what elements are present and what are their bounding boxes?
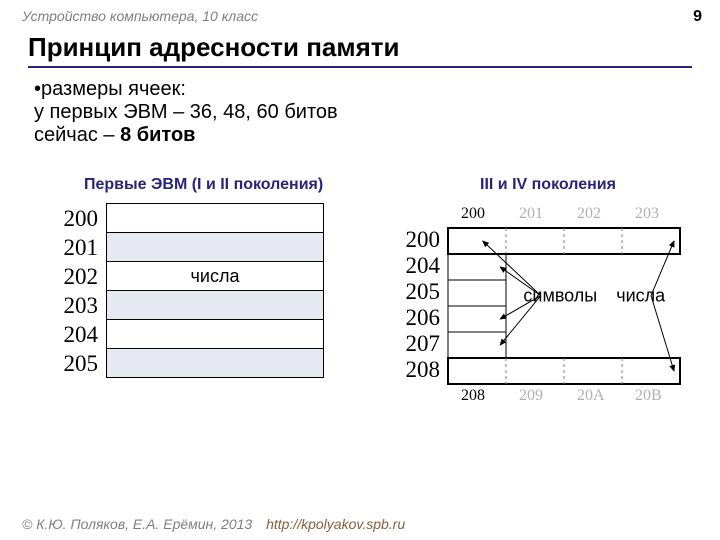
left-cell-label: числа — [107, 262, 323, 290]
right-row-address: 200 — [406, 227, 441, 252]
right-row-address: 205 — [406, 279, 441, 304]
right-diagram: 20020120220320020420520620720820820920A2… — [396, 204, 706, 449]
left-row-address: 201 — [50, 235, 106, 261]
left-row: 201 — [50, 233, 324, 262]
right-row-address: 207 — [406, 331, 441, 356]
bullet-line1: •размеры ячеек: — [34, 78, 338, 101]
left-row: 204 — [50, 320, 324, 349]
byte-cell — [448, 254, 506, 280]
page-title: Принцип адресности памяти — [28, 32, 400, 63]
right-row-address: 208 — [406, 357, 441, 382]
top-sublabel: 201 — [519, 205, 543, 222]
left-row: 203 — [50, 291, 324, 320]
bottom-sublabel: 209 — [519, 387, 543, 404]
bullet-line3-bold: 8 битов — [120, 124, 195, 146]
left-row-address: 200 — [50, 206, 106, 232]
bullet-line2: у первых ЭВМ – 36, 48, 60 битов — [34, 101, 338, 124]
footer-link[interactable]: http://kpolyakov.spb.ru — [266, 516, 405, 532]
footer-copyright: © К.Ю. Поляков, Е.А. Ерёмин, 2013 — [22, 516, 252, 532]
bullet-line3-prefix: сейчас – — [34, 124, 120, 146]
right-heading: III и IV поколения — [480, 176, 616, 194]
right-row-address: 204 — [406, 253, 441, 278]
left-row-address: 204 — [50, 322, 106, 348]
top-sublabel: 203 — [635, 205, 659, 222]
left-diagram: 200201202числа203204205 — [50, 204, 324, 378]
byte-cell — [448, 280, 506, 306]
bottom-sublabel: 20B — [635, 387, 662, 404]
byte-cell — [448, 332, 506, 358]
left-row-address: 202 — [50, 264, 106, 290]
bottom-sublabel: 20A — [577, 387, 605, 404]
title-underline — [28, 66, 692, 68]
left-cell — [106, 232, 324, 262]
numbers-label: числа — [616, 286, 666, 306]
left-row-address: 203 — [50, 293, 106, 319]
bullet-block: •размеры ячеек: у первых ЭВМ – 36, 48, 6… — [34, 78, 338, 147]
left-cell: числа — [106, 261, 324, 291]
left-heading: Первые ЭВМ (I и II поколения) — [84, 176, 323, 194]
left-cell — [106, 348, 324, 378]
arrow-symbol — [483, 241, 541, 296]
left-row: 200 — [50, 204, 324, 233]
left-row: 202числа — [50, 262, 324, 291]
footer: © К.Ю. Поляков, Е.А. Ерёмин, 2013 http:/… — [22, 516, 405, 532]
top-sublabel: 200 — [461, 205, 485, 222]
left-row: 205 — [50, 349, 324, 378]
bottom-sublabel: 208 — [461, 387, 485, 404]
bullet-line3: сейчас – 8 битов — [34, 124, 338, 147]
left-cell — [106, 290, 324, 320]
right-row-address: 206 — [406, 305, 441, 330]
page-number: 9 — [693, 8, 702, 26]
right-svg: 20020120220320020420520620720820820920A2… — [396, 204, 706, 444]
left-cell — [106, 203, 324, 233]
arrow-number — [651, 296, 674, 371]
top-sublabel: 202 — [577, 205, 601, 222]
byte-cell — [448, 306, 506, 332]
breadcrumb: Устройство компьютера, 10 класс — [22, 8, 258, 24]
left-row-address: 205 — [50, 351, 106, 377]
left-cell — [106, 319, 324, 349]
